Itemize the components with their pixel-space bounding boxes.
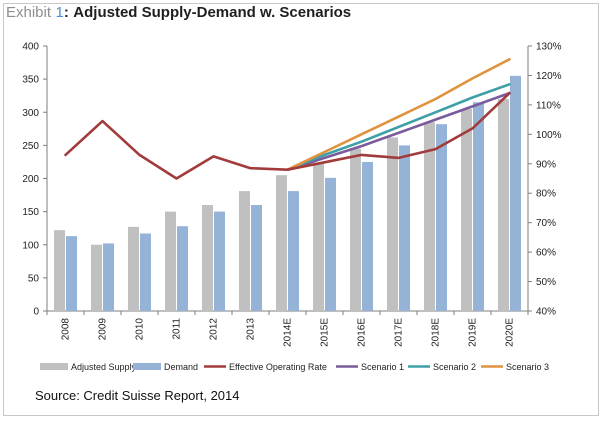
bar-adjusted-supply — [350, 148, 361, 311]
bar-demand — [177, 226, 188, 311]
bar-adjusted-supply — [313, 162, 324, 311]
bar-adjusted-supply — [387, 137, 398, 311]
y-right-tick-label: 40% — [536, 307, 556, 318]
bar-adjusted-supply — [239, 191, 250, 311]
bar-demand — [510, 75, 521, 311]
bar-adjusted-supply — [424, 122, 435, 311]
bar-demand — [288, 191, 299, 311]
y-right-tick-label: 90% — [536, 159, 556, 170]
legend-label-scenario-3: Scenario 3 — [506, 362, 549, 372]
bar-demand — [473, 102, 484, 311]
line-effective-operating-rate — [64, 91, 511, 180]
x-tick-label: 2011 — [172, 318, 183, 340]
legend-label-effective-operating-rate: Effective Operating Rate — [229, 362, 327, 372]
exhibit-label: Exhibit — [6, 4, 52, 21]
x-tick-label: 2015E — [320, 318, 331, 347]
x-tick-label: 2016E — [357, 318, 368, 347]
exhibit-frame — [3, 3, 599, 416]
bar-demand — [140, 233, 151, 311]
bar-adjusted-supply — [461, 108, 472, 311]
legend-swatch-demand — [133, 363, 161, 370]
bar-adjusted-supply — [128, 226, 139, 311]
bar-demand — [325, 177, 336, 311]
bar-demand — [399, 145, 410, 311]
x-tick-label: 2014E — [283, 318, 294, 347]
y-left-tick-label: 300 — [22, 108, 39, 119]
y-left-tick-label: 200 — [22, 174, 39, 185]
line-scenario-2 — [286, 83, 511, 171]
bar-adjusted-supply — [202, 205, 213, 311]
legend-swatch-adjusted-supply — [40, 363, 68, 370]
y-left-tick-label: 250 — [22, 141, 39, 152]
bar-demand — [251, 205, 262, 311]
bar-demand — [66, 236, 77, 311]
bar-adjusted-supply — [276, 175, 287, 311]
bar-adjusted-supply — [91, 244, 102, 311]
y-right-tick-label: 60% — [536, 248, 556, 259]
line-scenario-3 — [286, 57, 511, 171]
bar-adjusted-supply — [498, 99, 509, 311]
line-scenario-1 — [286, 91, 511, 171]
y-left-tick-label: 400 — [22, 42, 39, 53]
exhibit-title: Adjusted Supply-Demand w. Scenarios — [73, 4, 352, 21]
y-right-tick-label: 80% — [536, 189, 556, 200]
y-left-tick-label: 150 — [22, 207, 39, 218]
y-left-tick-label: 350 — [22, 75, 39, 86]
legend-label-adjusted-supply: Adjusted Supply — [71, 362, 137, 372]
x-tick-label: 2008 — [61, 318, 72, 341]
y-right-tick-label: 110% — [536, 100, 561, 111]
x-tick-label: 2019E — [468, 318, 479, 347]
x-tick-label: 2009 — [98, 318, 109, 341]
y-right-tick-label: 50% — [536, 277, 556, 288]
bar-demand — [214, 211, 225, 311]
y-left-tick-label: 100 — [22, 240, 39, 251]
x-tick-label: 2010 — [135, 318, 146, 341]
y-left-tick-label: 50 — [28, 273, 40, 284]
bar-demand — [436, 124, 447, 311]
x-tick-label: 2013 — [246, 318, 257, 341]
legend-label-demand: Demand — [164, 362, 198, 372]
bar-demand — [362, 161, 373, 311]
x-tick-label: 2017E — [394, 318, 405, 347]
x-tick-label: 2012 — [209, 318, 220, 341]
x-tick-label: 2018E — [431, 318, 442, 347]
x-tick-label: 2020E — [505, 318, 516, 347]
bar-adjusted-supply — [165, 211, 176, 311]
y-right-tick-label: 120% — [536, 71, 562, 82]
exhibit-separator: : — [63, 4, 69, 21]
y-right-tick-label: 130% — [536, 42, 562, 53]
source-note: Source: Credit Suisse Report, 2014 — [35, 388, 240, 403]
y-right-tick-label: 100% — [536, 130, 562, 141]
bar-demand — [103, 243, 114, 311]
exhibit-number: 1 — [55, 4, 64, 21]
y-right-tick-label: 70% — [536, 218, 556, 229]
y-left-tick-label: 0 — [33, 307, 39, 318]
exhibit-header: Exhibit 1: Adjusted Supply-Demand w. Sce… — [6, 4, 351, 26]
bar-adjusted-supply — [54, 230, 65, 311]
legend-label-scenario-2: Scenario 2 — [433, 362, 476, 372]
legend-label-scenario-1: Scenario 1 — [361, 362, 404, 372]
